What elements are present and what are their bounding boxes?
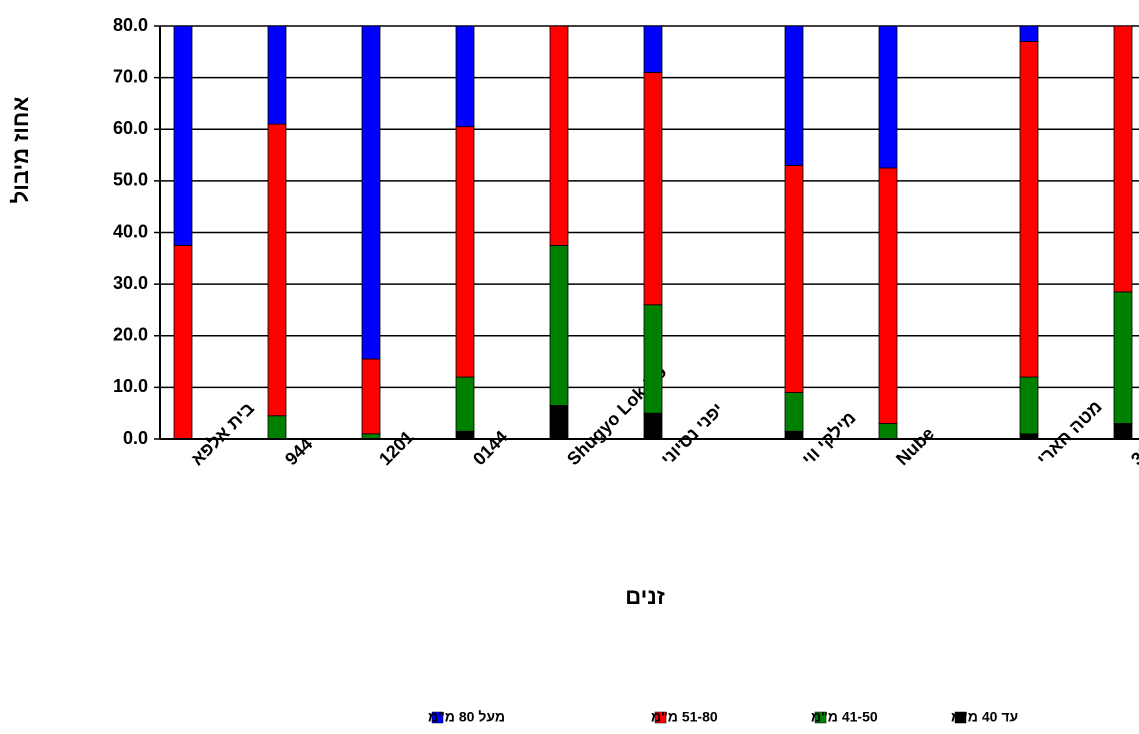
legend-swatch [654, 711, 667, 724]
bar-segment [1113, 25, 1133, 293]
bar-segment [784, 430, 804, 440]
bar-segment [549, 25, 569, 246]
x-tick-label: 0144 [469, 427, 511, 469]
legend-swatch [954, 711, 967, 724]
bar-segment [878, 25, 898, 169]
y-tick-label: 80.0 [113, 15, 148, 35]
legend-swatch [431, 711, 444, 724]
y-tick-label: 50.0 [113, 170, 148, 190]
y-tick-label: 60.0 [113, 118, 148, 138]
bar-segment [1019, 25, 1039, 42]
bar-segment [1113, 291, 1133, 424]
bar-segment [267, 123, 287, 417]
bar-segment [643, 412, 663, 440]
x-tick-label: Nube [892, 423, 938, 469]
bar-segment [455, 376, 475, 432]
x-tick-label: יפני נסיוני [657, 399, 727, 469]
y-tick-label: 40.0 [113, 221, 148, 241]
y-tick-label: 30.0 [113, 273, 148, 293]
bar-segment [455, 430, 475, 440]
bar-segment [784, 164, 804, 393]
y-tick-label: 70.0 [113, 66, 148, 86]
legend-label: 51-80 מ"מ [651, 709, 718, 725]
legend-label: מעל 80 מ"מ [428, 709, 505, 725]
bar-segment [455, 126, 475, 378]
bar-segment [1019, 41, 1039, 378]
legend-label: עד 40 מ"מ [951, 709, 1018, 725]
legend-label: 41-50 מ"מ [811, 709, 878, 725]
bar-segment [173, 25, 193, 246]
x-tick-label: בית אלפא [187, 398, 258, 469]
bar-segment [361, 358, 381, 435]
y-tick-label: 0.0 [123, 428, 148, 448]
x-tick-label: מטה הארי [1033, 396, 1106, 469]
bar-segment [643, 25, 663, 73]
bar-segment [878, 423, 898, 440]
bar-segment [173, 245, 193, 440]
y-tick-label: 10.0 [113, 376, 148, 396]
x-tick-label: 1201 [375, 427, 417, 469]
bar-segment [878, 167, 898, 424]
bar-segment [455, 25, 475, 128]
y-axis-title: אחוז מיבול [8, 97, 33, 204]
bar-segment [643, 72, 663, 306]
bar-segment [1019, 376, 1039, 435]
bar-segment [549, 245, 569, 406]
x-tick-label: 3006 [1127, 427, 1139, 469]
bar-segment [784, 25, 804, 166]
x-axis-title: זנים [625, 584, 665, 609]
bar-segment [1113, 423, 1133, 440]
bar-segment [267, 415, 287, 440]
bar-segment [549, 405, 569, 440]
bar-segment [267, 25, 287, 125]
y-tick-label: 20.0 [113, 325, 148, 345]
legend-swatch [814, 711, 827, 724]
bar-segment [643, 304, 663, 414]
bar-segment [361, 25, 381, 360]
bar-segment [784, 392, 804, 432]
